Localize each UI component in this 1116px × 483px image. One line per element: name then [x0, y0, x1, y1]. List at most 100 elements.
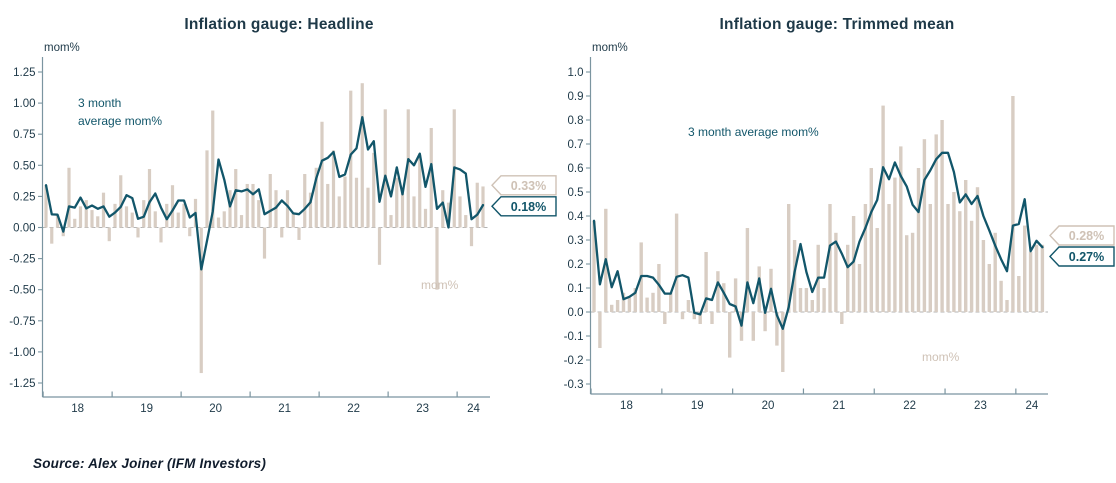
mom-bar — [349, 90, 353, 228]
mom-bar — [887, 204, 891, 312]
y-tick-group: 1.0 0.9 0.8 0.7 0.6 0.5 0.4 0.3 0.2 0.1 0.0 -0.1 -0.… — [564, 67, 591, 391]
y-tick-label: 0.4 — [568, 211, 585, 223]
charts-row: Inflation gauge: Headline 1.25 1.00 0.75 0.… — [9, 16, 1115, 415]
mom-bars-series — [592, 96, 1045, 372]
mom-bar — [751, 312, 755, 341]
y-tick-label: 0.25 — [13, 191, 35, 203]
x-tick-label: 18 — [71, 403, 84, 415]
three-month-average-line — [592, 151, 1044, 330]
trimmed-mean-chart-plot: 1.0 0.9 0.8 0.7 0.6 0.5 0.4 0.3 0.2 0.1 0.0 -0.1 -0.… — [564, 42, 1115, 412]
line-value-callout: 0.18% — [491, 196, 557, 217]
y-tick-label: 1.0 — [568, 67, 584, 79]
callout-arrow-box — [491, 175, 557, 196]
mom-bar — [851, 216, 856, 312]
callout-arrow-box — [1049, 225, 1115, 246]
source-note: Source: Alex Joiner (IFM Investors) — [33, 456, 267, 471]
mom-bar — [592, 220, 596, 312]
mom-bar — [130, 212, 134, 228]
mom-bar — [199, 227, 203, 374]
mom-bar — [1034, 244, 1039, 312]
mom-bar — [993, 232, 997, 312]
mom-bar — [840, 312, 844, 324]
mom-bar — [159, 227, 163, 243]
bar-series-label: mom% — [421, 278, 459, 292]
mom-bar — [262, 227, 267, 259]
mom-bar — [686, 300, 691, 312]
mom-bar — [90, 210, 94, 228]
mom-bar — [119, 175, 123, 228]
mom-bar — [757, 266, 761, 312]
mom-bar — [308, 192, 313, 228]
mom-bar — [846, 244, 850, 312]
mom-bar — [441, 190, 445, 228]
line-series-label: 3 month average mom% — [688, 125, 819, 139]
mom-bar — [1040, 244, 1045, 312]
line-series-label: 3 month — [78, 96, 121, 110]
three-month-average-line — [44, 116, 485, 271]
callout-value: 0.18% — [511, 200, 546, 214]
chart-title-trimmed-mean: Inflation gauge: Trimmed mean — [719, 16, 955, 33]
y-tick-label: -1.00 — [9, 347, 35, 359]
mom-bar — [987, 264, 991, 312]
y-tick-label: 1.25 — [13, 67, 35, 79]
y-tick-label: 0.1 — [568, 283, 584, 295]
mom-bar — [285, 190, 290, 228]
mom-bar — [354, 177, 359, 228]
x-tick-label: 20 — [762, 400, 775, 412]
mom-bar — [946, 204, 950, 312]
y-tick-label: 0.9 — [568, 91, 584, 103]
mom-bar — [147, 169, 152, 228]
mom-bar — [469, 227, 474, 247]
mom-bar — [182, 203, 186, 228]
mom-bar — [211, 110, 215, 228]
mom-bar — [418, 155, 422, 228]
mom-bar — [857, 264, 862, 312]
mom-bar — [810, 300, 814, 312]
mom-bar — [165, 203, 169, 228]
mom-bar — [692, 312, 696, 320]
mom-bar — [360, 83, 364, 228]
mom-bar — [406, 109, 410, 228]
mom-bar — [981, 240, 986, 312]
mom-bar — [958, 211, 962, 312]
mom-bar — [952, 192, 956, 312]
mom-bar — [228, 190, 232, 228]
bar-series-label: mom% — [922, 350, 960, 364]
mom-bar — [763, 312, 767, 332]
mom-bar — [383, 109, 387, 228]
x-tick-label: 19 — [140, 403, 153, 415]
mom-bar — [863, 204, 868, 312]
mom-bar — [1005, 300, 1009, 312]
bar-value-callout: 0.33% — [491, 175, 557, 196]
y-tick-label: 0.00 — [13, 223, 35, 235]
y-tick-label: -0.3 — [564, 379, 584, 391]
y-tick-label: 0.3 — [568, 235, 584, 247]
mom-bar — [245, 183, 249, 228]
mom-bar — [389, 215, 393, 228]
mom-bar — [775, 312, 779, 346]
mom-bar — [412, 196, 416, 228]
mom-bar — [251, 183, 255, 228]
mom-bar — [869, 168, 873, 312]
y-tick-label: 0.5 — [568, 187, 584, 199]
mom-bar — [96, 216, 100, 228]
mom-bar — [621, 292, 626, 312]
mom-bar — [722, 283, 726, 312]
mom-bar — [314, 167, 318, 228]
mom-bar — [257, 200, 261, 228]
x-tick-label: 22 — [903, 400, 916, 412]
y-tick-label: 0.2 — [568, 259, 584, 271]
x-tick-label: 24 — [467, 403, 480, 415]
mom-bar — [343, 176, 347, 228]
mom-bar — [331, 150, 336, 228]
mom-bar — [222, 211, 226, 228]
y-tick-label: 0.50 — [13, 160, 35, 172]
y-tick-label: 0.8 — [568, 115, 584, 127]
y-tick-label: -0.50 — [9, 285, 35, 297]
mom-bar — [101, 192, 106, 228]
mom-bar — [366, 187, 370, 228]
callout-value: 0.27% — [1069, 250, 1104, 264]
mom-bar — [372, 152, 376, 228]
mom-bar — [153, 211, 157, 228]
mom-bar — [1017, 276, 1021, 312]
